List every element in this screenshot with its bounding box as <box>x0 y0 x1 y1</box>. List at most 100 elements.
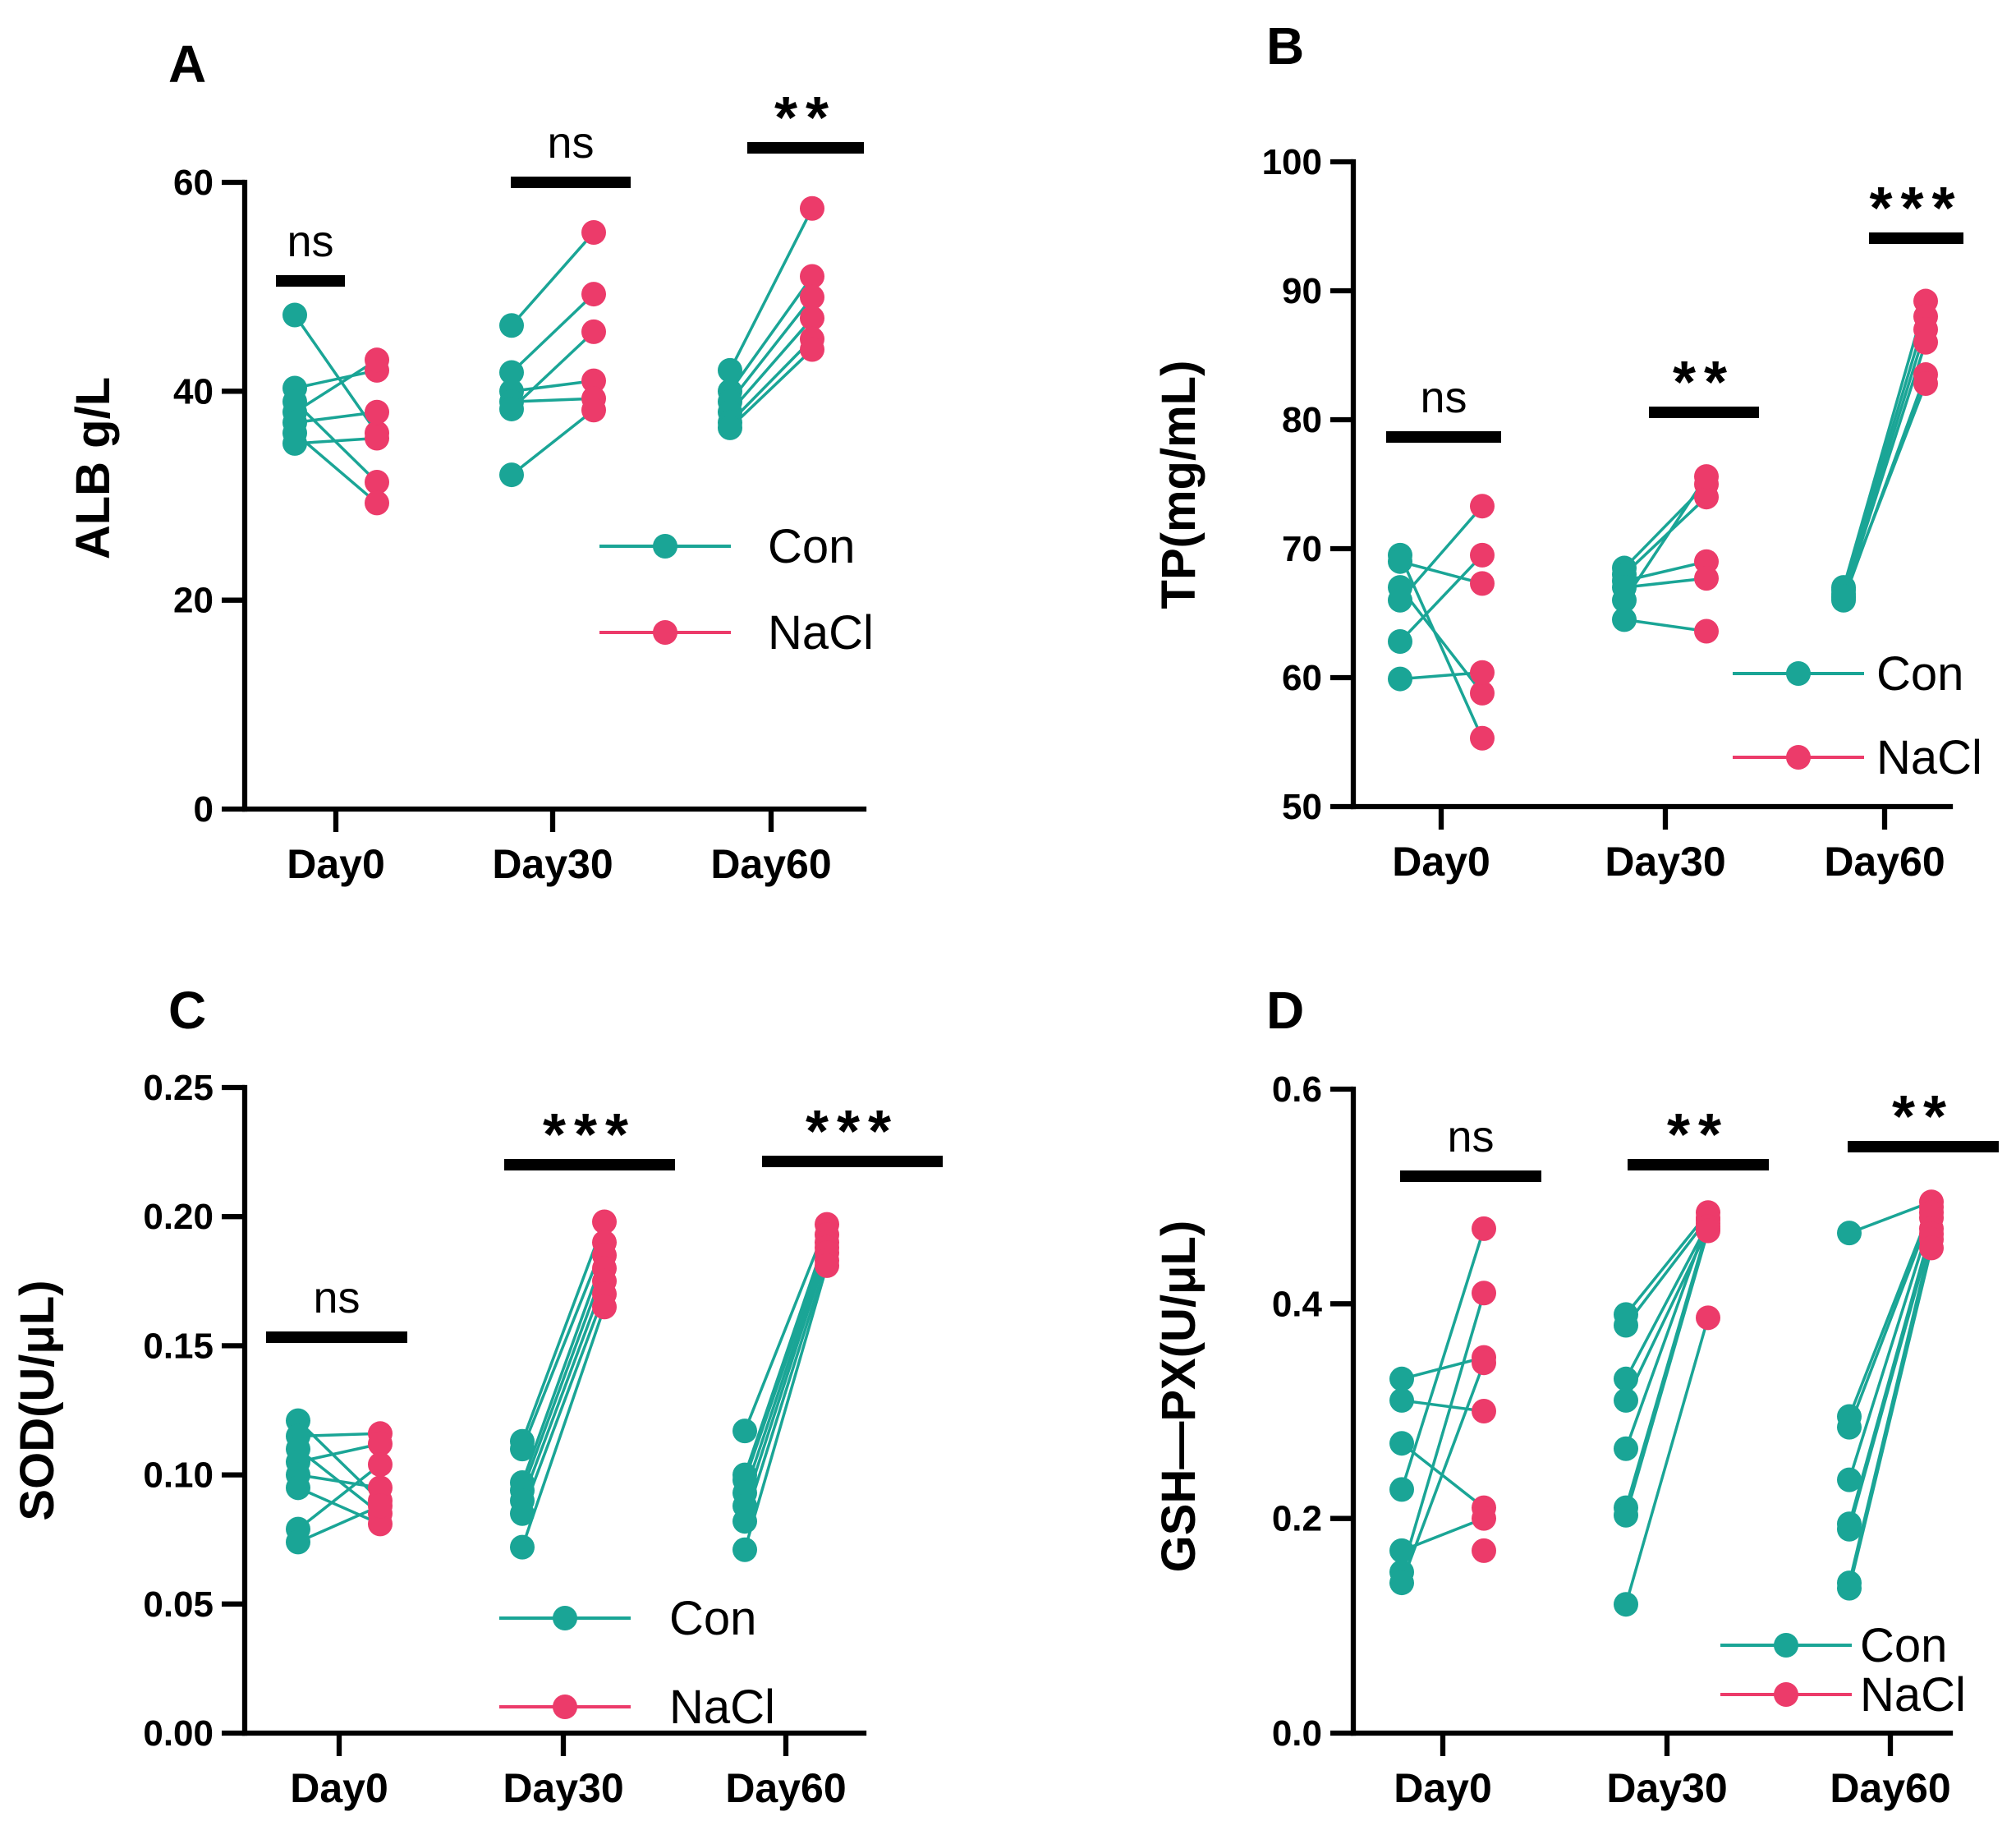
panel-b-con-point <box>1612 607 1637 632</box>
panel-a-nacl-point <box>365 469 389 494</box>
panel-b-pair-line <box>1623 577 1707 589</box>
panel-c-con-point <box>732 1509 757 1534</box>
panel-d-con-point <box>1389 1431 1414 1456</box>
panel-c: 0.00 0.05 0.10 0.15 0.20 0.25 Day0 Day30 Day60 SO… <box>11 981 943 1811</box>
panel-d-con-point <box>1389 1387 1414 1413</box>
panel-d-nacl-point <box>1472 1281 1496 1306</box>
panel-c-sig-label: *** <box>543 1102 636 1168</box>
panel-b-ytick-label: 80 <box>1282 400 1322 440</box>
panel-a-con-point <box>282 430 307 456</box>
panel-c-con-point <box>510 1437 535 1462</box>
panel-b-legend-label: Con <box>1876 647 1963 701</box>
panel-d-pair-line <box>1848 1233 1933 1530</box>
panel-d-y-title: GSH—PX(U/μL) <box>1152 1221 1205 1573</box>
panel-b-legend-marker <box>1786 745 1811 770</box>
panel-b-con-point <box>1388 549 1412 574</box>
panel-d-nacl-point <box>1919 1235 1944 1261</box>
panel-b-letter: B <box>1266 16 1304 76</box>
panel-c-pair-line <box>521 1267 606 1492</box>
panel-d-pair-line <box>1401 1399 1485 1413</box>
panel-a-nacl-point <box>365 347 389 373</box>
panel-c-pair-line <box>521 1254 606 1483</box>
panel-c-pair-line <box>297 1473 381 1490</box>
panel-c-nacl-point <box>368 1493 393 1519</box>
panel-a-nacl-point <box>365 399 389 425</box>
panel-a-ytick-label: 60 <box>173 163 214 203</box>
panel-c-con-point <box>510 1534 535 1560</box>
panel-a-ytick-label: 40 <box>173 371 214 412</box>
panel-c-pair-line <box>743 1223 829 1432</box>
panel-a-con-point <box>499 360 524 385</box>
panel-c-pair-line <box>743 1265 829 1551</box>
panel-d-pair-line <box>1848 1247 1933 1589</box>
panel-a-legend-marker <box>653 620 677 645</box>
panel-b-nacl-point <box>1470 542 1495 568</box>
panel-c-pair-line <box>743 1234 829 1476</box>
panel-b-ytick-label: 70 <box>1282 529 1322 569</box>
panel-c-pair-line <box>297 1504 381 1543</box>
panel-a-pair-line <box>293 431 379 504</box>
panel-a-ytick-label: 0 <box>194 789 214 830</box>
panel-b-sig-label: ns <box>1420 373 1467 422</box>
panel-d-nacl-point <box>1472 1538 1496 1563</box>
panel-d-category-label: Day60 <box>1830 1765 1950 1811</box>
panel-a-con-point <box>499 313 524 338</box>
panel-c-pair-line <box>521 1281 606 1501</box>
panel-d: 0.0 0.2 0.4 0.6 Day0 Day30 Day60 GSH—PX(U/μL) Dn… <box>1152 981 1999 1811</box>
panel-c-pair-line <box>521 1241 606 1450</box>
panel-d-pair-line <box>1848 1228 1933 1524</box>
panel-a-pair-line <box>294 369 378 390</box>
panel-d-pair-line <box>1848 1217 1933 1481</box>
panel-d-category-label: Day30 <box>1606 1765 1727 1811</box>
panel-d-sig-label: ** <box>1892 1084 1954 1150</box>
panel-a-pair-line <box>510 292 595 374</box>
panel-b-pair-line <box>1842 342 1927 599</box>
panel-b-nacl-point <box>1470 571 1495 596</box>
panel-d-con-point <box>1837 1516 1862 1542</box>
panel-b: 50 60 70 80 90 100 Day0 Day30 Day60 TP(mg/mL) Bns *… <box>1152 16 1982 885</box>
panel-a-pair-line <box>510 330 595 411</box>
panel-d-nacl-point <box>1696 1305 1720 1331</box>
panel-b-legend-marker <box>1786 661 1811 686</box>
panel-a-nacl-point <box>800 264 824 289</box>
panel-a-nacl-point <box>581 220 606 246</box>
panel-d-con-point <box>1389 1570 1414 1596</box>
panel-b-ytick-label: 60 <box>1282 658 1322 698</box>
panel-c-ytick-label: 0.10 <box>143 1455 214 1496</box>
panel-a-pair-line <box>728 348 814 430</box>
panel-a-category-label: Day30 <box>492 841 613 887</box>
panel-c-y-title: SOD(U/μL) <box>11 1280 64 1520</box>
panel-c-pair-line <box>296 1419 382 1502</box>
panel-b-sig-label: ** <box>1673 350 1735 416</box>
panel-d-legend-marker <box>1774 1633 1798 1658</box>
panel-c-legend-label: Con <box>669 1592 756 1645</box>
panel-b-sig-label: *** <box>1869 176 1963 241</box>
panel-c-pair-line <box>296 1463 382 1530</box>
panel-a-pair-line <box>728 317 814 413</box>
panel-c-nacl-point <box>368 1452 393 1478</box>
panel-a-nacl-point <box>800 195 824 221</box>
panel-d-pair-line <box>1624 1212 1710 1316</box>
panel-c-pair-line <box>297 1442 381 1464</box>
panel-a-sig-label: ** <box>774 85 837 151</box>
panel-d-con-point <box>1389 1477 1414 1502</box>
panel-a-pair-line <box>294 358 378 414</box>
panel-a-pair-line <box>511 397 595 403</box>
panel-a-pair-line <box>511 379 595 393</box>
panel-d-category-label: Day0 <box>1394 1765 1492 1811</box>
panel-d-nacl-point <box>1472 1350 1496 1376</box>
panel-c-pair-line <box>743 1242 829 1481</box>
panel-c-category-label: Day30 <box>503 1765 623 1811</box>
panel-d-nacl-point <box>1472 1506 1496 1531</box>
panel-a-nacl-point <box>581 398 606 423</box>
panel-c-nacl-point <box>368 1431 393 1456</box>
panel-c-con-point <box>286 1475 310 1501</box>
panel-a-pair-line <box>294 411 378 425</box>
panel-c-ytick-label: 0.05 <box>143 1584 214 1625</box>
panel-b-pair-line <box>1623 476 1708 601</box>
panel-c-ytick-label: 0.25 <box>143 1068 214 1108</box>
panel-b-pair-line <box>1623 618 1707 633</box>
panel-d-con-point <box>1837 1414 1862 1440</box>
panel-d-pair-line <box>1624 1317 1710 1605</box>
panel-a-nacl-point <box>800 284 824 310</box>
